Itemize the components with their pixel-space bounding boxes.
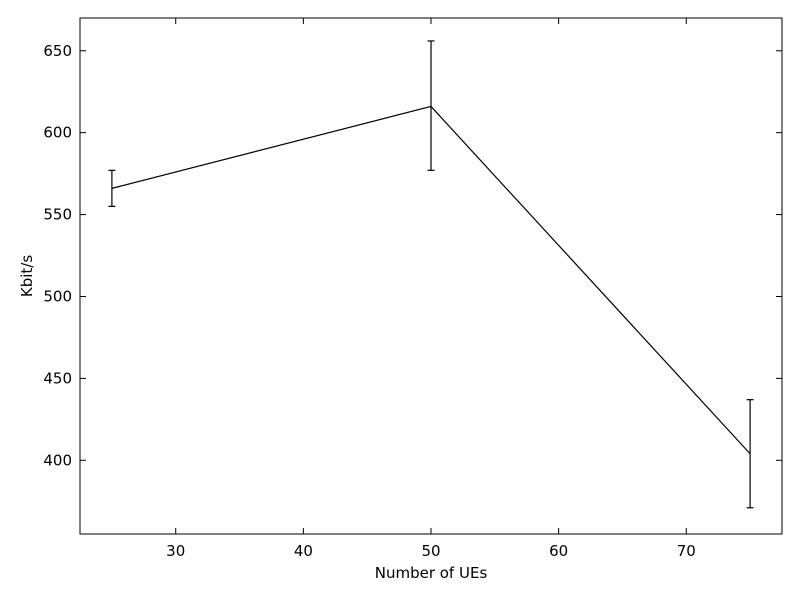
x-axis-title: Number of UEs	[375, 564, 488, 582]
x-tick-label: 40	[294, 542, 313, 560]
x-tick-label: 70	[677, 542, 696, 560]
y-tick-label: 500	[43, 287, 72, 305]
y-tick-label: 450	[43, 369, 72, 387]
ticks-layer: 30 40 50 60 70 400 450 500 550 600 650	[43, 18, 782, 560]
plot-frame	[79, 17, 783, 535]
x-tick-label: 30	[166, 542, 185, 560]
y-tick-label: 400	[43, 451, 72, 469]
series-layer	[108, 40, 754, 509]
y-tick-label: 550	[43, 206, 72, 224]
x-tick-label: 50	[421, 542, 440, 560]
y-axis-title: Kbit/s	[18, 255, 36, 297]
x-tick-label: 60	[549, 542, 568, 560]
y-tick-label: 650	[43, 42, 72, 60]
y-tick-label: 600	[43, 124, 72, 142]
